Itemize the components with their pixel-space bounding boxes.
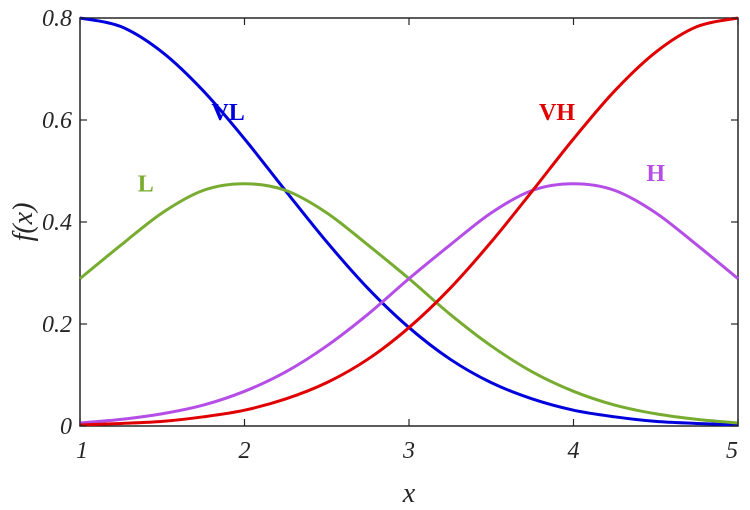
series-label-vl: VL bbox=[211, 100, 244, 126]
ticks-layer: 1 2 3 4 5 0 0.2 0.4 0.6 0.8 bbox=[42, 6, 739, 464]
x-tick-label: 2 bbox=[239, 438, 251, 464]
x-tick-label: 5 bbox=[726, 438, 738, 464]
series-line-h bbox=[79, 182, 739, 425]
y-axis-label: f(x) bbox=[8, 203, 39, 242]
series-label-l: L bbox=[138, 171, 154, 197]
series-line-vh bbox=[79, 16, 739, 427]
y-tick-label: 0.2 bbox=[42, 312, 72, 338]
series-label-h: H bbox=[646, 161, 665, 187]
y-tick-label: 0.8 bbox=[42, 6, 72, 32]
annotation-layer: VL L VH H bbox=[138, 100, 666, 197]
x-tick-label: 3 bbox=[402, 438, 415, 464]
x-axis-label: x bbox=[402, 478, 416, 509]
y-tick-label: 0 bbox=[60, 414, 72, 440]
plot-frame bbox=[79, 17, 739, 427]
series-label-vh: VH bbox=[539, 100, 575, 126]
y-tick-label: 0.4 bbox=[42, 210, 72, 236]
x-tick-label: 4 bbox=[568, 438, 580, 464]
y-tick-label: 0.6 bbox=[42, 108, 72, 134]
x-tick-label: 1 bbox=[76, 438, 88, 464]
plot-area bbox=[79, 17, 739, 427]
series-layer bbox=[79, 16, 739, 427]
